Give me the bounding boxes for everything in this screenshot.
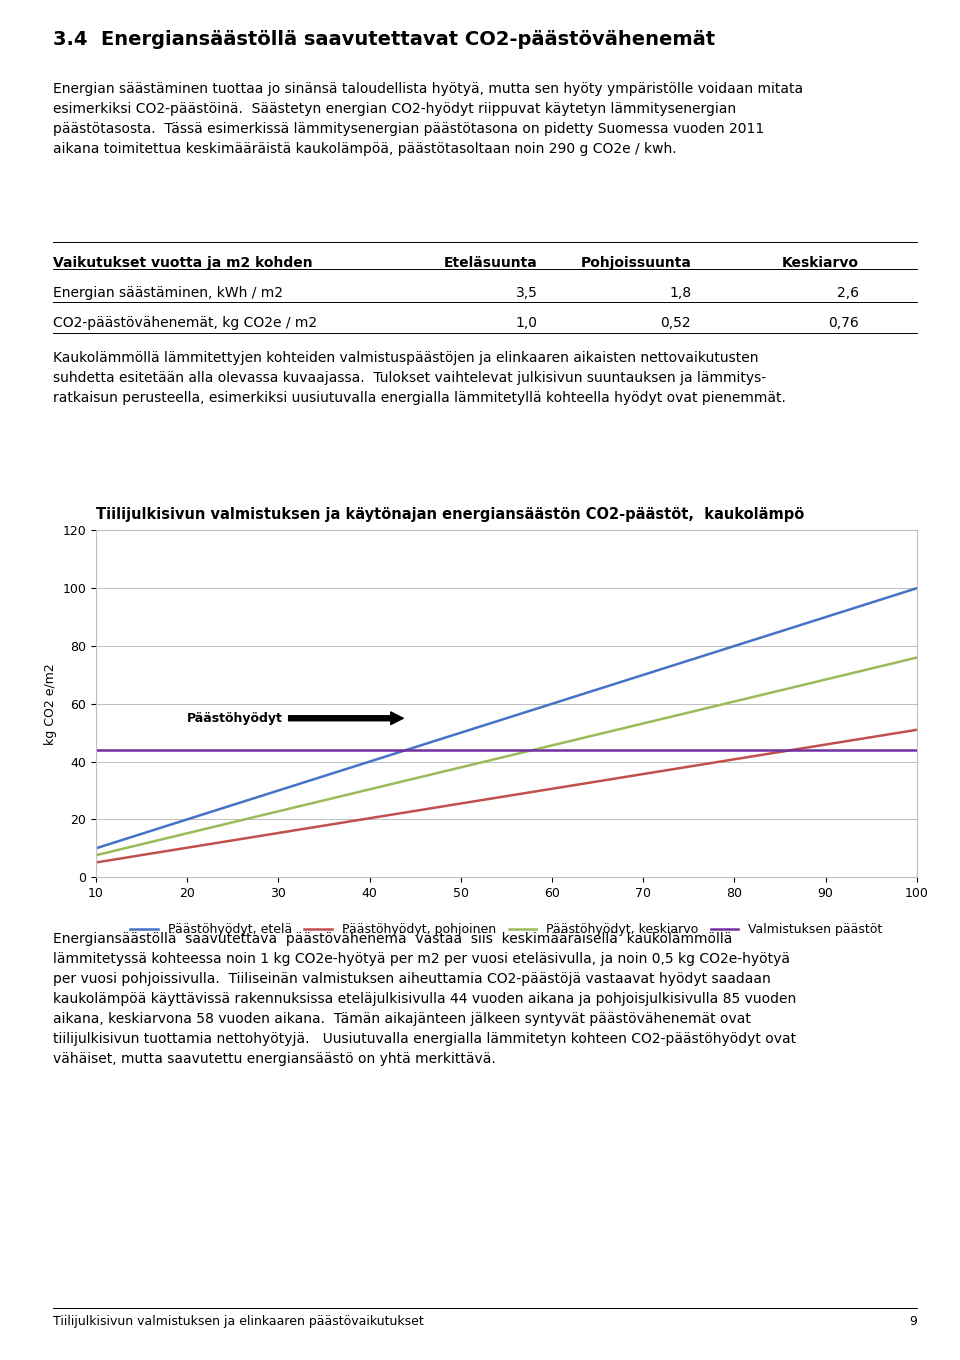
Päästöhyödyt, keskiarvo xyxy=(90,847,102,864)
Päästöhyödyt, etelä xyxy=(911,579,923,596)
Päästöhyödyt, etelä xyxy=(637,666,649,683)
Text: 1,0: 1,0 xyxy=(516,316,538,329)
Päästöhyödyt, pohjoinen xyxy=(455,796,467,812)
Text: Energian säästäminen tuottaa jo sinänsä taloudellista hyötyä, mutta sen hyöty ym: Energian säästäminen tuottaa jo sinänsä … xyxy=(53,82,803,156)
Line: Päästöhyödyt, pohjoinen: Päästöhyödyt, pohjoinen xyxy=(96,730,917,862)
Text: 0,52: 0,52 xyxy=(660,316,691,329)
Legend: Päästöhyödyt, etelä, Päästöhyödyt, pohjoinen, Päästöhyödyt, keskiarvo, Valmistuk: Päästöhyödyt, etelä, Päästöhyödyt, pohjo… xyxy=(125,918,888,941)
Text: 3,5: 3,5 xyxy=(516,286,538,299)
Päästöhyödyt, pohjoinen xyxy=(637,766,649,782)
Päästöhyödyt, keskiarvo xyxy=(729,694,740,710)
Valmistuksen päästöt xyxy=(820,743,831,759)
Päästöhyödyt, pohjoinen xyxy=(90,854,102,870)
Päästöhyödyt, etelä xyxy=(546,695,558,713)
Text: Energiansäästöllä  saavutettava  päästövähenemä  vastaa  siis  keskimääräisellä : Energiansäästöllä saavutettava päästöväh… xyxy=(53,932,796,1066)
Text: Kaukolämmöllä lämmitettyjen kohteiden valmistuspäästöjen ja elinkaaren aikaisten: Kaukolämmöllä lämmitettyjen kohteiden va… xyxy=(53,351,785,405)
Text: Vaikutukset vuotta ja m2 kohden: Vaikutukset vuotta ja m2 kohden xyxy=(53,256,312,269)
Päästöhyödyt, keskiarvo xyxy=(911,649,923,665)
Päästöhyödyt, etelä xyxy=(90,840,102,857)
Päästöhyödyt, keskiarvo xyxy=(364,781,375,797)
Päästöhyödyt, keskiarvo xyxy=(273,804,284,820)
Text: CO2-päästövähenemät, kg CO2e / m2: CO2-päästövähenemät, kg CO2e / m2 xyxy=(53,316,317,329)
Text: 9: 9 xyxy=(909,1315,917,1329)
Text: Tiilijulkisivun valmistuksen ja käytönajan energiansäästön CO2-päästöt,  kaukolä: Tiilijulkisivun valmistuksen ja käytönaj… xyxy=(96,507,804,522)
Y-axis label: kg CO2 e/m2: kg CO2 e/m2 xyxy=(44,662,57,745)
Päästöhyödyt, etelä xyxy=(273,782,284,798)
Päästöhyödyt, etelä xyxy=(455,725,467,741)
Text: Päästöhyödyt: Päästöhyödyt xyxy=(187,711,403,725)
Päästöhyödyt, pohjoinen xyxy=(820,736,831,752)
Päästöhyödyt, keskiarvo xyxy=(181,826,193,842)
Valmistuksen päästöt xyxy=(546,743,558,759)
Päästöhyödyt, etelä xyxy=(729,638,740,654)
Text: Tiilijulkisivun valmistuksen ja elinkaaren päästövaikutukset: Tiilijulkisivun valmistuksen ja elinkaar… xyxy=(53,1315,423,1329)
Valmistuksen päästöt xyxy=(273,743,284,759)
Päästöhyödyt, pohjoinen xyxy=(729,751,740,767)
Line: Päästöhyödyt, etelä: Päästöhyödyt, etelä xyxy=(96,588,917,849)
Text: 1,8: 1,8 xyxy=(669,286,691,299)
Päästöhyödyt, pohjoinen xyxy=(911,722,923,738)
Päästöhyödyt, etelä xyxy=(181,811,193,827)
Text: Keskiarvo: Keskiarvo xyxy=(782,256,859,269)
Text: Eteläsuunta: Eteläsuunta xyxy=(444,256,538,269)
Line: Päästöhyödyt, keskiarvo: Päästöhyödyt, keskiarvo xyxy=(96,657,917,855)
Päästöhyödyt, pohjoinen xyxy=(273,824,284,840)
Päästöhyödyt, keskiarvo xyxy=(637,715,649,732)
Valmistuksen päästöt xyxy=(364,743,375,759)
Text: 2,6: 2,6 xyxy=(837,286,859,299)
Valmistuksen päästöt xyxy=(455,743,467,759)
Päästöhyödyt, etelä xyxy=(820,609,831,626)
Valmistuksen päästöt xyxy=(911,743,923,759)
Text: 3.4  Energiansäästöllä saavutettavat CO2-päästövähenemät: 3.4 Energiansäästöllä saavutettavat CO2-… xyxy=(53,30,715,49)
Päästöhyödyt, keskiarvo xyxy=(546,737,558,753)
Valmistuksen päästöt xyxy=(637,743,649,759)
Päästöhyödyt, pohjoinen xyxy=(364,811,375,827)
Valmistuksen päästöt xyxy=(90,743,102,759)
Text: Pohjoissuunta: Pohjoissuunta xyxy=(581,256,691,269)
Päästöhyödyt, pohjoinen xyxy=(181,839,193,855)
Text: 0,76: 0,76 xyxy=(828,316,859,329)
Päästöhyödyt, etelä xyxy=(364,753,375,770)
Päästöhyödyt, keskiarvo xyxy=(820,672,831,688)
Päästöhyödyt, keskiarvo xyxy=(455,759,467,775)
Valmistuksen päästöt xyxy=(181,743,193,759)
Valmistuksen päästöt xyxy=(729,743,740,759)
Päästöhyödyt, pohjoinen xyxy=(546,781,558,797)
Text: Energian säästäminen, kWh / m2: Energian säästäminen, kWh / m2 xyxy=(53,286,283,299)
